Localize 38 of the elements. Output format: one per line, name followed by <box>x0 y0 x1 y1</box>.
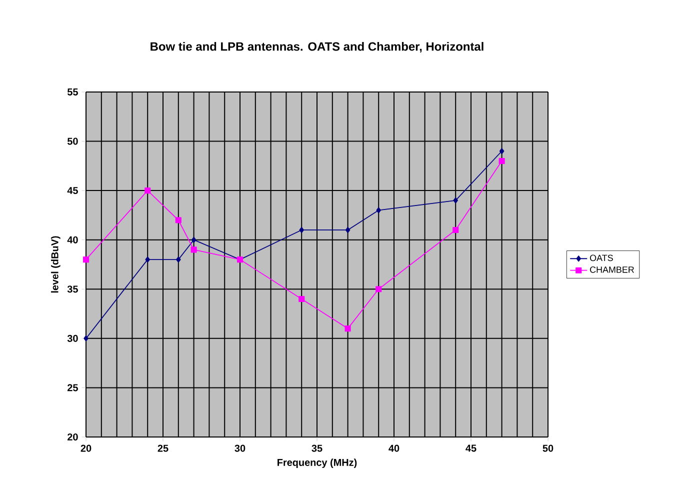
x-tick-label: 40 <box>388 444 400 452</box>
x-tick-label: 45 <box>466 444 476 452</box>
point <box>299 226 304 234</box>
x-tick-label: 30 <box>234 444 246 452</box>
point <box>345 226 350 234</box>
point <box>82 256 90 263</box>
y-axis-title: level (dBuV) <box>51 236 60 293</box>
point <box>144 188 151 194</box>
x-tick-label: 25 <box>158 444 168 452</box>
point <box>176 256 181 263</box>
y-tick-label: 55 <box>67 88 78 96</box>
point <box>376 286 382 292</box>
point <box>499 148 504 154</box>
point <box>498 158 505 164</box>
point <box>452 226 459 234</box>
y-tick-label: 30 <box>67 334 78 342</box>
point <box>175 217 182 224</box>
point <box>84 335 88 342</box>
y-tick-label: 45 <box>67 187 78 194</box>
legend-label: OATS <box>590 254 613 262</box>
y-tick-label: 25 <box>68 384 78 392</box>
point <box>298 296 305 302</box>
y-tick-label: 20 <box>68 433 78 441</box>
y-tick-label: 40 <box>67 236 78 244</box>
point <box>190 246 197 253</box>
legend-label: CHAMBER <box>590 266 634 273</box>
point <box>376 207 381 214</box>
y-tick-label: 35 <box>67 286 78 293</box>
chart-title: Bow tie and LPB antennas. OATS and Chamber, Horizontal <box>150 42 484 52</box>
point <box>344 326 351 332</box>
point <box>191 236 196 243</box>
y-tick-label: 50 <box>67 138 78 145</box>
x-axis-title: Frequency (MHz) <box>278 458 357 468</box>
x-tick-label: 35 <box>312 444 322 452</box>
x-tick-label: 20 <box>80 444 92 452</box>
x-tick-label: 50 <box>542 444 554 452</box>
point <box>453 197 458 204</box>
point <box>145 256 150 263</box>
